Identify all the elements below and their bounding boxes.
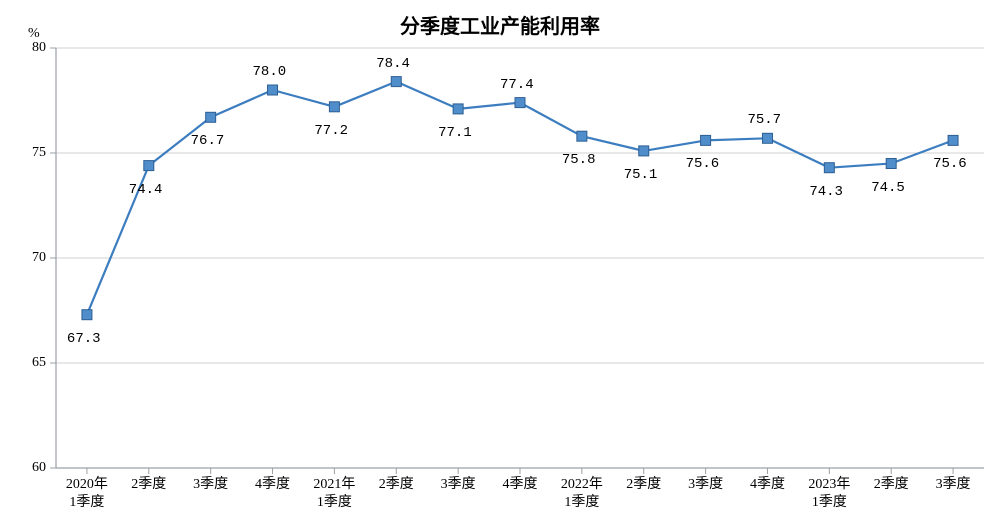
- data-point-label: 77.4: [500, 77, 534, 93]
- data-point-label: 75.1: [624, 167, 658, 183]
- data-point-label: 74.5: [871, 180, 905, 196]
- data-point-label: 76.7: [191, 133, 225, 149]
- data-point-label: 67.3: [67, 331, 101, 347]
- chart-container: 分季度工业产能利用率 % 6065707580 2020年 1季度2季度3季度4…: [0, 0, 1000, 531]
- x-tick-label: 3季度: [913, 476, 993, 494]
- y-tick-label: 65: [32, 355, 46, 371]
- data-point-label: 74.4: [129, 182, 163, 198]
- data-point-label: 77.1: [438, 125, 472, 141]
- y-tick-label: 70: [32, 250, 46, 266]
- y-tick-label: 75: [32, 145, 46, 161]
- data-point-label: 78.0: [253, 64, 287, 80]
- data-point-label: 75.6: [933, 156, 967, 172]
- data-point-label: 74.3: [809, 184, 843, 200]
- y-tick-label: 80: [32, 40, 46, 56]
- data-point-label: 75.6: [686, 156, 720, 172]
- data-point-label: 75.7: [747, 112, 781, 128]
- y-tick-label: 60: [32, 460, 46, 476]
- data-point-label: 75.8: [562, 152, 596, 168]
- data-point-label: 77.2: [314, 123, 348, 139]
- data-point-label: 78.4: [376, 56, 410, 72]
